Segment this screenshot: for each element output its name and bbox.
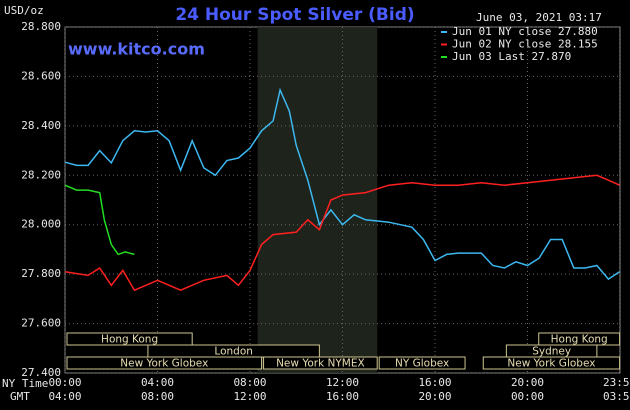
session-label: New York Globex [507,358,595,370]
y-tick-label: 27.800 [21,267,61,280]
y-unit: USD/oz [4,4,44,17]
legend-label: Jun 03 Last 27.870 [452,50,571,63]
session-label: NY Globex [395,358,449,370]
legend-label: Jun 02 NY close 28.155 [452,38,598,51]
series-line [64,87,621,281]
series-line [64,174,620,292]
gmt-tick-label: 04:00 [48,390,81,403]
session-label: Sydney [532,346,571,358]
session-shade [257,27,378,373]
x-tick-label: 08:00 [233,376,266,389]
session-box [66,332,193,346]
series-line [64,184,135,256]
session-box [378,356,466,370]
x-label: NY Time [2,377,48,390]
x-tick-label: 20:00 [511,376,544,389]
gmt-tick-label: 03:59 [603,390,630,403]
session-box [263,356,378,370]
x-tick-label: 04:00 [141,376,174,389]
chart-title: 24 Hour Spot Silver (Bid) [175,5,414,25]
session-label: Hong Kong [101,334,158,346]
gmt-tick-label: 12:00 [233,390,266,403]
y-tick-label: 28.600 [21,69,61,82]
x2-label: GMT [10,390,30,403]
timestamp: June 03, 2021 03:17 [476,11,602,24]
x-tick-label: 00:00 [48,376,81,389]
y-tick-label: 28.400 [21,119,61,132]
gmt-tick-label: 00:00 [511,390,544,403]
session-label: Hong Kong [551,334,608,346]
x-tick-label: 23:59 [603,376,630,389]
session-box [482,356,621,370]
y-tick-label: 28.200 [21,168,61,181]
session-box [66,356,263,370]
y-tick-label: 27.600 [21,317,61,330]
gmt-tick-label: 08:00 [141,390,174,403]
gmt-tick-label: 16:00 [326,390,359,403]
y-tick-label: 28.000 [21,218,61,231]
y-tick-label: 27.400 [21,366,61,379]
x-tick-label: 16:00 [418,376,451,389]
watermark: www.kitco.com [68,40,205,59]
session-label: New York NYMEX [276,358,365,370]
session-label: New York Globex [120,358,208,370]
session-label: London [214,346,253,358]
gmt-tick-label: 20:00 [418,390,451,403]
legend-label: Jun 01 NY close 27.880 [452,25,598,38]
x-tick-label: 12:00 [326,376,359,389]
y-tick-label: 28.800 [21,20,61,33]
